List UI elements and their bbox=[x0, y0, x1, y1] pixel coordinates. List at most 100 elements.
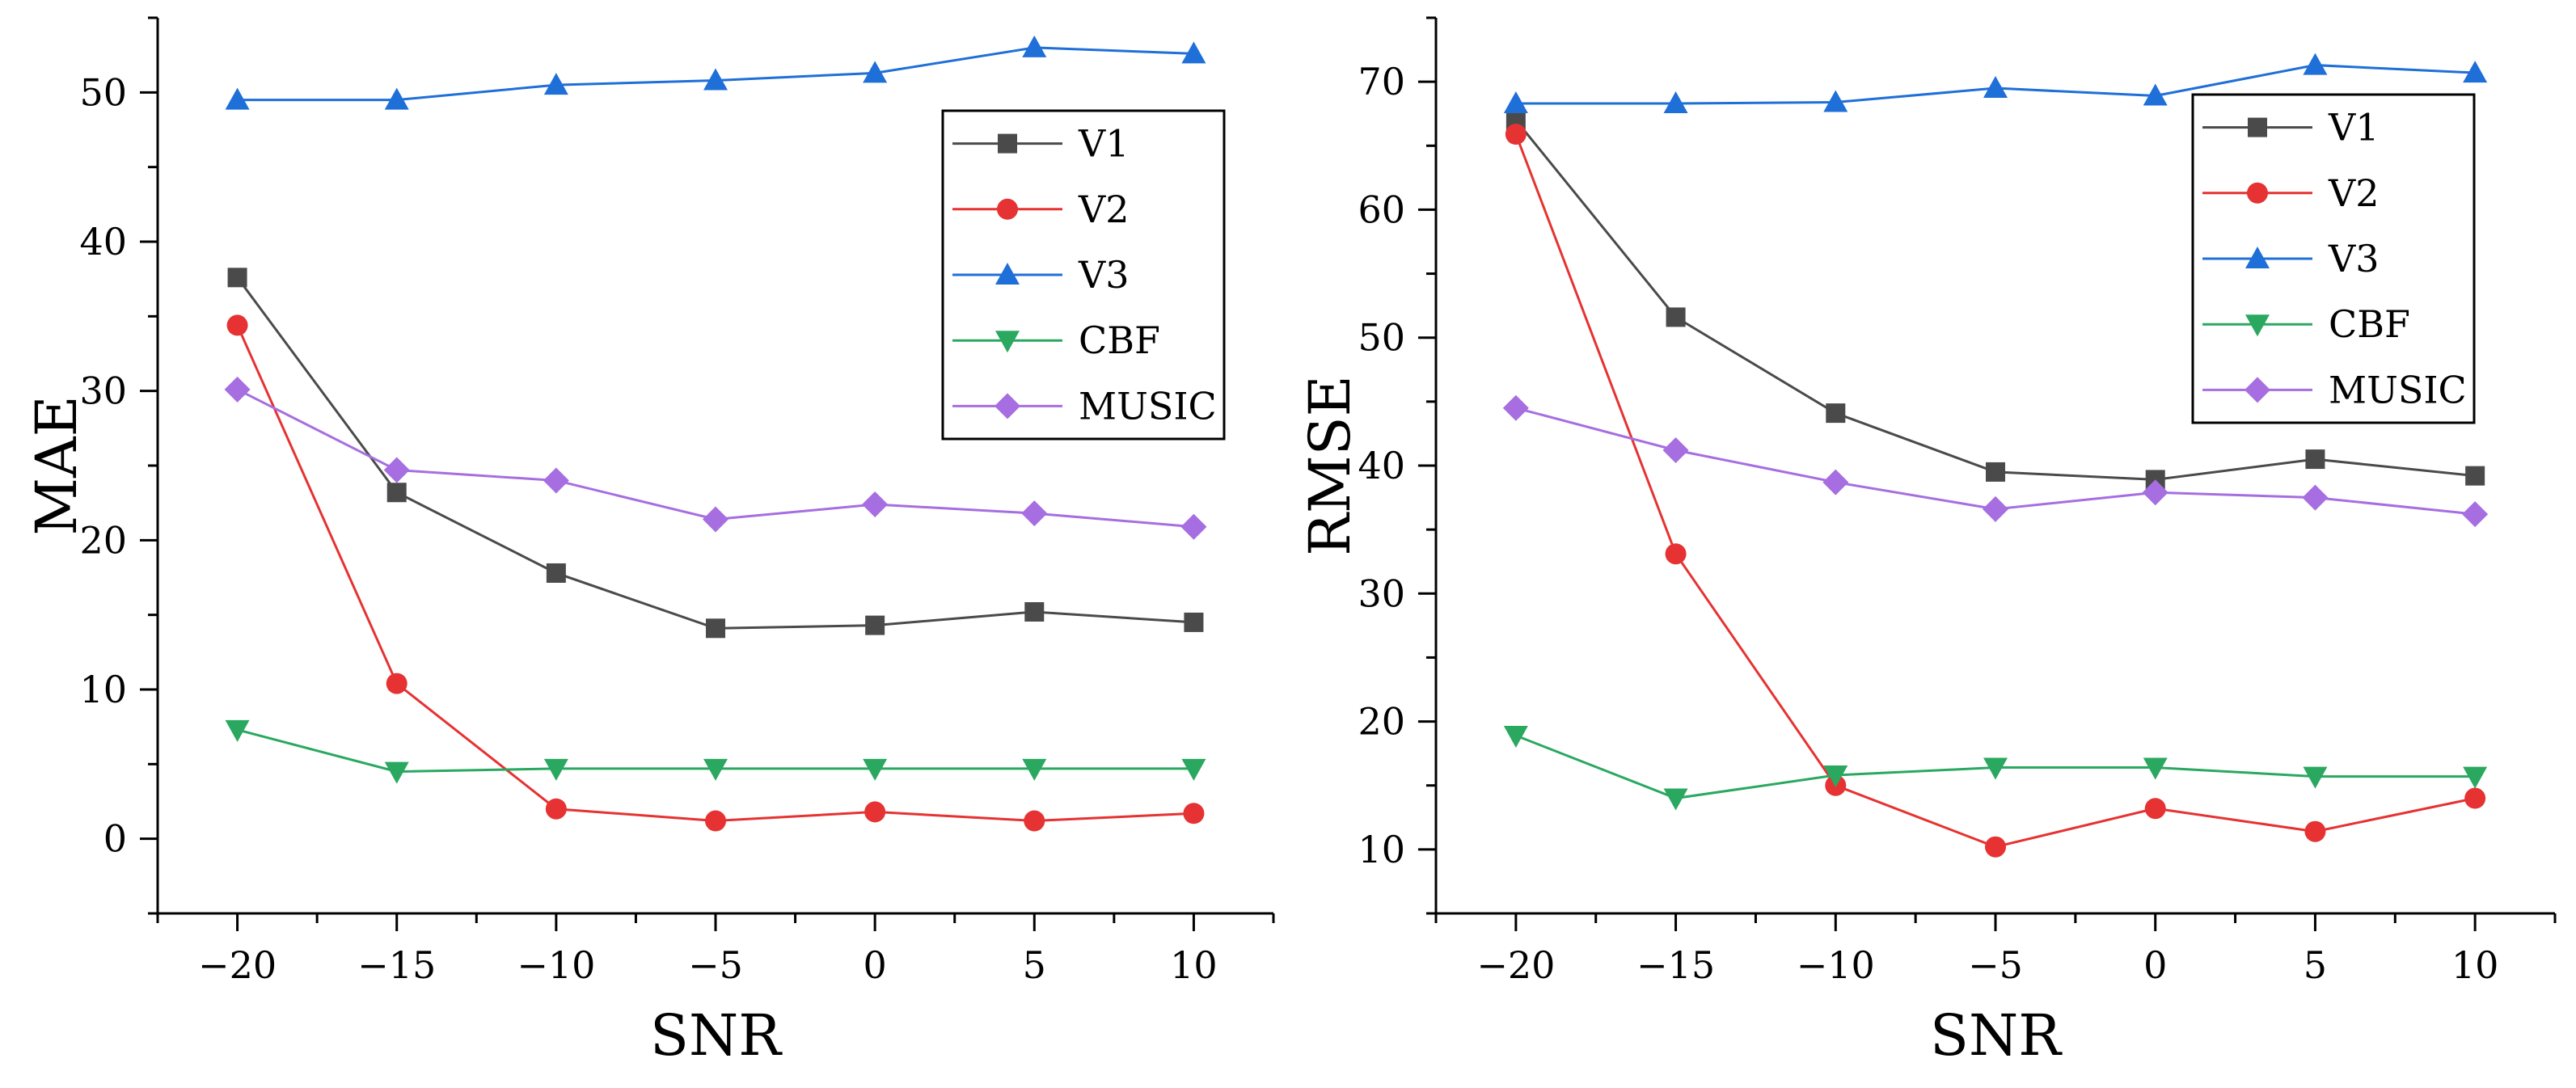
y-tick-label: 40 bbox=[79, 220, 127, 264]
data-point-cbf bbox=[1181, 758, 1206, 781]
data-point-cbf bbox=[1022, 758, 1047, 781]
legend: V1 V2 V3 CBF MUSIC bbox=[941, 109, 1226, 441]
legend-swatch-marker bbox=[998, 133, 1017, 154]
data-point-v2 bbox=[705, 810, 726, 832]
data-point-v2 bbox=[2144, 798, 2166, 820]
data-point-v3 bbox=[384, 87, 409, 110]
legend-label-v3: V3 bbox=[1078, 253, 1130, 297]
data-point-music bbox=[1822, 469, 1849, 496]
y-tick-label: 0 bbox=[103, 817, 127, 861]
x-tick-label: −20 bbox=[198, 943, 277, 987]
y-tick-label: 30 bbox=[1358, 571, 1405, 615]
data-point-cbf bbox=[2303, 766, 2328, 789]
legend-swatch-marker bbox=[995, 393, 1020, 420]
data-point-cbf bbox=[2463, 766, 2488, 789]
data-point-v1 bbox=[386, 483, 407, 503]
x-tick-label: −15 bbox=[1636, 943, 1715, 987]
data-point-v3 bbox=[1983, 76, 2008, 99]
y-axis-title: RMSE bbox=[1297, 375, 1363, 555]
legend-swatch-marker bbox=[2247, 182, 2268, 204]
data-point-v2 bbox=[545, 798, 567, 820]
y-tick-label: 20 bbox=[79, 518, 127, 562]
legend-swatch-marker bbox=[997, 198, 1018, 220]
legend-label-v2: V2 bbox=[2328, 171, 2380, 215]
y-tick-label: 40 bbox=[1358, 444, 1405, 487]
legend-label-v1: V1 bbox=[2328, 106, 2380, 150]
legend-label-cbf: CBF bbox=[2329, 302, 2410, 346]
data-point-v3 bbox=[1503, 91, 1528, 114]
data-point-v2 bbox=[226, 314, 248, 336]
data-point-cbf bbox=[1823, 765, 1848, 788]
series-music bbox=[1502, 394, 2489, 528]
data-point-v2 bbox=[1183, 803, 1205, 824]
data-point-v3 bbox=[2303, 53, 2328, 75]
data-point-music bbox=[383, 457, 410, 483]
data-point-v3 bbox=[2463, 61, 2488, 83]
legend-label-v1: V1 bbox=[1078, 122, 1130, 166]
series-v1 bbox=[227, 268, 1204, 639]
series-v2 bbox=[226, 314, 1205, 832]
data-point-v2 bbox=[2304, 820, 2326, 842]
data-point-music bbox=[2302, 484, 2329, 511]
data-point-v1 bbox=[227, 268, 247, 288]
legend-swatch-marker bbox=[2248, 117, 2267, 137]
x-tick-label: −10 bbox=[517, 943, 595, 987]
data-point-v1 bbox=[1184, 612, 1204, 632]
data-point-v1 bbox=[1666, 307, 1686, 327]
data-point-v3 bbox=[1022, 35, 1047, 57]
data-point-v3 bbox=[225, 87, 250, 110]
chart-1: −20 −15 −10 −5 0 5 10 0 10 20 30 40 50 SNR MAE V1 V2 V3 CB… bbox=[23, 16, 1275, 1069]
data-point-cbf bbox=[1983, 757, 2008, 780]
y-tick-label: 50 bbox=[1358, 316, 1405, 360]
data-point-v1 bbox=[1986, 462, 2005, 482]
legend-swatch-marker bbox=[2245, 314, 2270, 337]
data-point-v1 bbox=[1826, 403, 1846, 424]
data-point-v3 bbox=[2143, 83, 2168, 106]
series-cbf bbox=[225, 719, 1206, 784]
x-axis-title: SNR bbox=[1930, 1002, 2063, 1069]
y-tick-label: 50 bbox=[79, 70, 127, 114]
legend-swatch-marker bbox=[995, 263, 1020, 285]
legend: V1 V2 V3 CBF MUSIC bbox=[2191, 93, 2476, 424]
data-point-music bbox=[1021, 500, 1048, 527]
data-point-music bbox=[543, 467, 569, 494]
data-point-cbf bbox=[863, 758, 888, 781]
data-point-v2 bbox=[1505, 124, 1527, 145]
legend-swatch-marker bbox=[995, 331, 1020, 353]
data-point-v1 bbox=[546, 563, 566, 583]
data-point-v3 bbox=[1663, 91, 1688, 114]
data-point-v1 bbox=[2305, 449, 2325, 470]
data-point-v3 bbox=[1181, 41, 1206, 64]
series-v3 bbox=[225, 35, 1206, 110]
data-point-v1 bbox=[1024, 601, 1045, 622]
data-point-music bbox=[1983, 496, 2008, 522]
x-axis-title: SNR bbox=[650, 1002, 783, 1069]
x-tick-label: −20 bbox=[1476, 943, 1555, 987]
data-point-music bbox=[862, 491, 889, 518]
x-tick-label: −10 bbox=[1797, 943, 1875, 987]
series-v3 bbox=[1503, 53, 2488, 114]
data-point-music bbox=[703, 506, 728, 533]
data-point-v3 bbox=[863, 61, 888, 83]
x-tick-label: 0 bbox=[2143, 943, 2167, 987]
data-point-v1 bbox=[706, 618, 725, 639]
series-cbf bbox=[1503, 725, 2488, 811]
data-point-cbf bbox=[2143, 757, 2168, 780]
y-tick-label: 20 bbox=[1358, 700, 1405, 744]
legend-swatch-marker bbox=[2244, 377, 2270, 403]
data-point-music bbox=[224, 376, 251, 403]
data-point-v2 bbox=[1024, 810, 1045, 832]
data-point-cbf bbox=[225, 719, 250, 742]
data-point-cbf bbox=[543, 758, 568, 781]
x-tick-label: −5 bbox=[688, 943, 743, 987]
data-point-music bbox=[2142, 479, 2168, 506]
chart-2: −20 −15 −10 −5 0 5 10 10 20 30 40 50 60 70 SNR RMSE V1 V2… bbox=[1297, 16, 2557, 1069]
data-point-v3 bbox=[1823, 90, 1848, 112]
y-tick-label: 70 bbox=[1358, 60, 1405, 103]
data-point-cbf bbox=[1503, 725, 1528, 748]
x-tick-label: 0 bbox=[864, 943, 887, 987]
legend-label-music: MUSIC bbox=[1079, 384, 1217, 428]
x-tick-label: −5 bbox=[1968, 943, 2023, 987]
data-point-cbf bbox=[384, 761, 409, 784]
